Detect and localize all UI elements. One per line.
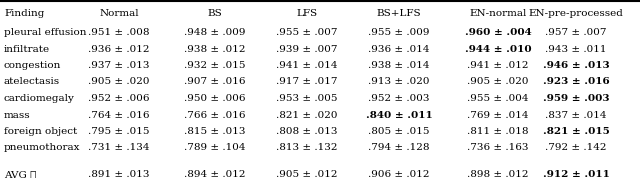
Text: .959 ± .003: .959 ± .003 <box>543 94 609 103</box>
Text: .731 ± .134: .731 ± .134 <box>88 143 150 153</box>
Text: BS: BS <box>207 9 222 18</box>
Text: .766 ± .016: .766 ± .016 <box>184 111 246 119</box>
Text: .955 ± .009: .955 ± .009 <box>368 28 429 37</box>
Text: .811 ± .018: .811 ± .018 <box>467 127 529 136</box>
Text: LFS: LFS <box>296 9 317 18</box>
Text: .837 ± .014: .837 ± .014 <box>545 111 607 119</box>
Text: BS+LFS: BS+LFS <box>377 9 421 18</box>
Text: mass: mass <box>4 111 31 119</box>
Text: .932 ± .015: .932 ± .015 <box>184 61 246 70</box>
Text: .913 ± .020: .913 ± .020 <box>368 77 429 87</box>
Text: .944 ± .010: .944 ± .010 <box>465 44 531 54</box>
Text: .950 ± .006: .950 ± .006 <box>184 94 246 103</box>
Text: pleural effusion: pleural effusion <box>4 28 86 37</box>
Text: .923 ± .016: .923 ± .016 <box>543 77 609 87</box>
Text: .805 ± .015: .805 ± .015 <box>368 127 429 136</box>
Text: .917 ± .017: .917 ± .017 <box>276 77 338 87</box>
Text: .815 ± .013: .815 ± .013 <box>184 127 246 136</box>
Text: .736 ± .163: .736 ± .163 <box>467 143 529 153</box>
Text: EN-normal: EN-normal <box>469 9 527 18</box>
Text: .948 ± .009: .948 ± .009 <box>184 28 246 37</box>
Text: .794 ± .128: .794 ± .128 <box>368 143 429 153</box>
Text: .938 ± .014: .938 ± .014 <box>368 61 429 70</box>
Text: .941 ± .014: .941 ± .014 <box>276 61 338 70</box>
Text: infiltrate: infiltrate <box>4 44 50 54</box>
Text: Finding: Finding <box>4 9 44 18</box>
Text: .840 ± .011: .840 ± .011 <box>365 111 433 119</box>
Text: .891 ± .013: .891 ± .013 <box>88 170 150 178</box>
Text: .764 ± .016: .764 ± .016 <box>88 111 150 119</box>
Text: .960 ± .004: .960 ± .004 <box>465 28 531 37</box>
Text: .955 ± .004: .955 ± .004 <box>467 94 529 103</box>
Text: .821 ± .020: .821 ± .020 <box>276 111 338 119</box>
Text: .813 ± .132: .813 ± .132 <box>276 143 338 153</box>
Text: .937 ± .013: .937 ± .013 <box>88 61 150 70</box>
Text: .938 ± .012: .938 ± .012 <box>184 44 246 54</box>
Text: .939 ± .007: .939 ± .007 <box>276 44 338 54</box>
Text: .906 ± .012: .906 ± .012 <box>368 170 429 178</box>
Text: .905 ± .020: .905 ± .020 <box>467 77 529 87</box>
Text: .898 ± .012: .898 ± .012 <box>467 170 529 178</box>
Text: .789 ± .104: .789 ± .104 <box>184 143 246 153</box>
Text: .936 ± .014: .936 ± .014 <box>368 44 429 54</box>
Text: foreign object: foreign object <box>4 127 77 136</box>
Text: .957 ± .007: .957 ± .007 <box>545 28 607 37</box>
Text: .955 ± .007: .955 ± .007 <box>276 28 338 37</box>
Text: .936 ± .012: .936 ± .012 <box>88 44 150 54</box>
Text: cardiomegaly: cardiomegaly <box>4 94 75 103</box>
Text: .907 ± .016: .907 ± .016 <box>184 77 246 87</box>
Text: EN-pre-processed: EN-pre-processed <box>529 9 623 18</box>
Text: .795 ± .015: .795 ± .015 <box>88 127 150 136</box>
Text: .769 ± .014: .769 ± .014 <box>467 111 529 119</box>
Text: pneumothorax: pneumothorax <box>4 143 81 153</box>
Text: .952 ± .006: .952 ± .006 <box>88 94 150 103</box>
Text: .941 ± .012: .941 ± .012 <box>467 61 529 70</box>
Text: Normal: Normal <box>99 9 139 18</box>
Text: .951 ± .008: .951 ± .008 <box>88 28 150 37</box>
Text: atelectasis: atelectasis <box>4 77 60 87</box>
Text: .905 ± .020: .905 ± .020 <box>88 77 150 87</box>
Text: .905 ± .012: .905 ± .012 <box>276 170 338 178</box>
Text: .821 ± .015: .821 ± .015 <box>543 127 609 136</box>
Text: .808 ± .013: .808 ± .013 <box>276 127 338 136</box>
Text: .953 ± .005: .953 ± .005 <box>276 94 338 103</box>
Text: .894 ± .012: .894 ± .012 <box>184 170 246 178</box>
Text: .912 ± .011: .912 ± .011 <box>543 170 609 178</box>
Text: .946 ± .013: .946 ± .013 <box>543 61 609 70</box>
Text: .943 ± .011: .943 ± .011 <box>545 44 607 54</box>
Text: .792 ± .142: .792 ± .142 <box>545 143 607 153</box>
Text: .952 ± .003: .952 ± .003 <box>368 94 429 103</box>
Text: congestion: congestion <box>4 61 61 70</box>
Text: AVG ★: AVG ★ <box>4 170 36 178</box>
